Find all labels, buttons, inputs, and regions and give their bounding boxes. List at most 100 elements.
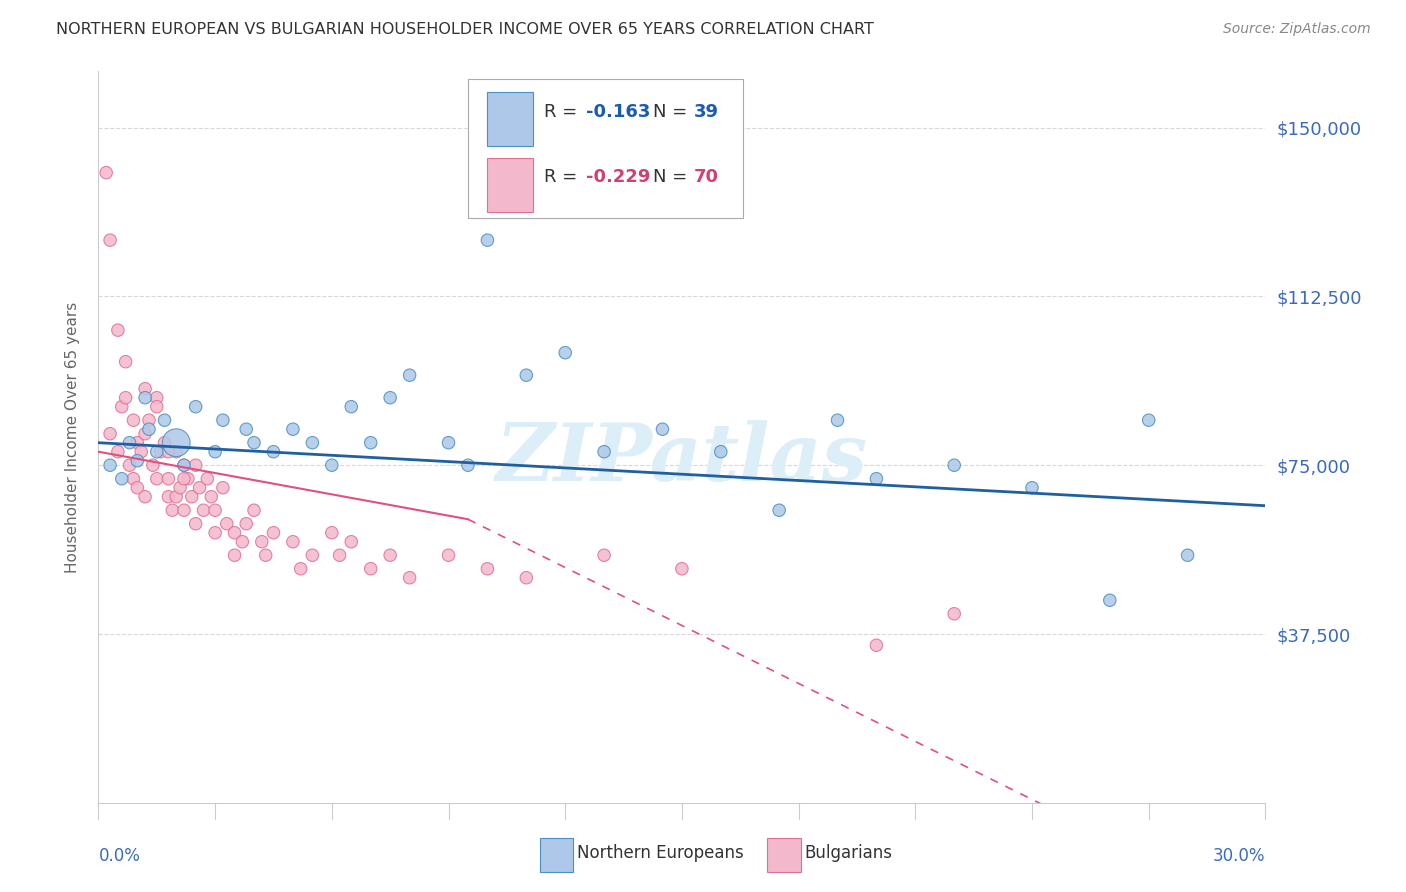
Point <box>146 472 169 486</box>
Point <box>321 458 343 473</box>
Text: N =: N = <box>652 103 693 120</box>
Point <box>96 166 118 180</box>
Point <box>127 481 149 495</box>
Point <box>515 368 537 383</box>
Point <box>177 472 200 486</box>
Point <box>1177 548 1199 562</box>
FancyBboxPatch shape <box>468 78 742 218</box>
Point <box>290 562 312 576</box>
Text: NORTHERN EUROPEAN VS BULGARIAN HOUSEHOLDER INCOME OVER 65 YEARS CORRELATION CHAR: NORTHERN EUROPEAN VS BULGARIAN HOUSEHOLD… <box>56 22 875 37</box>
Point <box>515 571 537 585</box>
Text: -0.229: -0.229 <box>586 169 651 186</box>
Text: Bulgarians: Bulgarians <box>804 844 893 863</box>
Point <box>360 562 382 576</box>
Point <box>281 534 304 549</box>
Point <box>437 548 460 562</box>
Point <box>173 472 195 486</box>
Text: N =: N = <box>652 169 693 186</box>
Point <box>235 422 257 436</box>
Point <box>212 413 235 427</box>
Text: ZIPatlas: ZIPatlas <box>496 420 868 498</box>
Point <box>1098 593 1121 607</box>
Point <box>340 400 363 414</box>
Point <box>146 444 169 458</box>
Text: Source: ZipAtlas.com: Source: ZipAtlas.com <box>1223 22 1371 37</box>
Point <box>134 391 156 405</box>
Text: R =: R = <box>544 169 583 186</box>
Point <box>398 571 420 585</box>
Point <box>134 490 156 504</box>
Point <box>865 638 887 652</box>
Text: R =: R = <box>544 103 583 120</box>
Text: 30.0%: 30.0% <box>1213 847 1265 864</box>
Point <box>329 548 352 562</box>
Point <box>118 458 141 473</box>
Point <box>554 345 576 359</box>
Point <box>340 534 363 549</box>
Point <box>235 516 257 531</box>
Point <box>138 422 160 436</box>
Point <box>157 472 180 486</box>
Point <box>184 516 207 531</box>
Text: -0.163: -0.163 <box>586 103 651 120</box>
Point <box>204 444 226 458</box>
Point <box>142 458 165 473</box>
Point <box>114 391 136 405</box>
Point <box>360 435 382 450</box>
Point <box>157 490 180 504</box>
Point <box>146 400 169 414</box>
Point <box>153 413 176 427</box>
Point <box>165 435 187 450</box>
Point <box>593 444 616 458</box>
Point <box>437 435 460 450</box>
Point <box>943 458 966 473</box>
Point <box>129 444 152 458</box>
FancyBboxPatch shape <box>486 92 533 146</box>
Point <box>281 422 304 436</box>
Point <box>153 435 176 450</box>
Point <box>671 562 693 576</box>
Point <box>134 382 156 396</box>
Point <box>250 534 273 549</box>
Point <box>193 503 215 517</box>
FancyBboxPatch shape <box>486 158 533 211</box>
Point <box>165 444 187 458</box>
Point <box>127 435 149 450</box>
Point <box>710 444 733 458</box>
Point <box>200 490 222 504</box>
Point <box>173 458 195 473</box>
Point <box>651 422 673 436</box>
Point <box>254 548 277 562</box>
Point <box>827 413 849 427</box>
Point <box>224 525 246 540</box>
Point <box>768 503 790 517</box>
Point <box>98 426 121 441</box>
Point <box>380 548 402 562</box>
Point <box>593 548 616 562</box>
Point <box>173 458 195 473</box>
Point <box>111 472 134 486</box>
Point <box>114 354 136 368</box>
Point <box>224 548 246 562</box>
Point <box>321 525 343 540</box>
Point <box>1137 413 1160 427</box>
Point <box>943 607 966 621</box>
Text: 70: 70 <box>693 169 718 186</box>
Point <box>301 435 323 450</box>
Point <box>301 548 323 562</box>
Point <box>184 458 207 473</box>
Point <box>165 490 187 504</box>
Point <box>398 368 420 383</box>
Point <box>157 444 180 458</box>
Text: 0.0%: 0.0% <box>98 847 141 864</box>
Point <box>173 503 195 517</box>
Point <box>212 481 235 495</box>
Point <box>457 458 479 473</box>
Text: Northern Europeans: Northern Europeans <box>576 844 744 863</box>
Point <box>122 413 145 427</box>
Point <box>195 472 218 486</box>
Point <box>204 525 226 540</box>
Point <box>107 444 129 458</box>
Point <box>180 490 202 504</box>
Point <box>111 400 134 414</box>
